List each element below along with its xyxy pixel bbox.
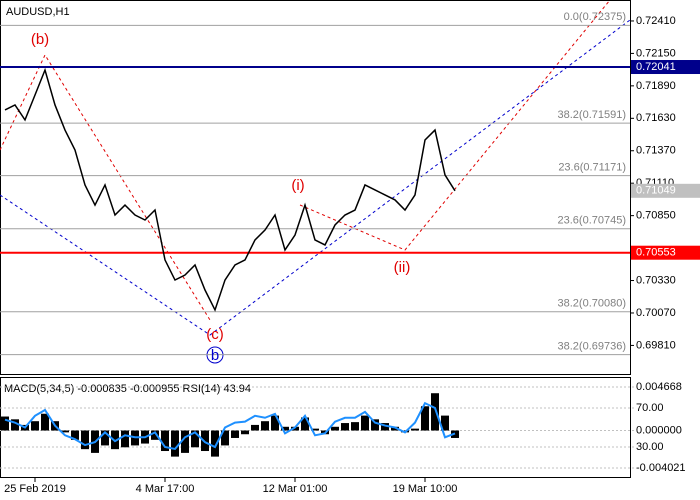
- price-tag-label: 0.70553: [636, 247, 676, 259]
- level-label: 38.2(0.69736): [558, 341, 627, 353]
- macd-bar: [431, 393, 439, 431]
- x-tick-label: 19 Mar 10:00: [393, 483, 458, 495]
- x-tick-label: 4 Mar 17:00: [136, 483, 195, 495]
- macd-bar: [361, 415, 369, 431]
- level-label: 23.6(0.71171): [558, 161, 626, 173]
- wave-label: (ii): [394, 259, 411, 276]
- wave-label: (c): [206, 326, 224, 343]
- macd-bar: [101, 430, 109, 446]
- macd-bar: [241, 430, 249, 435]
- channel-line: [0, 19, 631, 336]
- macd-bar: [71, 430, 79, 440]
- macd-bar: [421, 406, 429, 431]
- price-line-series: [4, 67, 456, 312]
- macd-bar: [371, 419, 379, 431]
- macd-bar: [221, 430, 229, 446]
- indicator-tick-label: 0.004668: [636, 381, 682, 393]
- y-tick-label: 0.70070: [636, 307, 676, 319]
- macd-bar: [161, 430, 169, 452]
- chart-title: AUDUSD,H1: [6, 6, 70, 18]
- wave-lines: [0, 0, 631, 336]
- price-tag: [631, 183, 700, 198]
- price-tag: [631, 245, 700, 260]
- macd-bar: [331, 426, 339, 431]
- macd-bar: [381, 423, 389, 431]
- y-tick-label: 0.72150: [636, 47, 676, 59]
- level-label: 38.2(0.71591): [558, 109, 627, 121]
- macd-bar: [41, 413, 49, 431]
- macd-bar: [341, 423, 349, 431]
- macd-bar: [1, 416, 9, 431]
- indicator-frame: [0, 377, 631, 478]
- indicator-label: MACD(5,34,5) -0.000835 -0.000955 RSI(14)…: [4, 383, 251, 395]
- level-label: 23.6(0.70745): [558, 215, 627, 227]
- macd-bar: [121, 430, 129, 448]
- macd-bar: [311, 428, 319, 431]
- macd-bar: [261, 421, 269, 431]
- y-tick-label: 0.71370: [636, 145, 676, 157]
- macd-bar: [351, 422, 359, 431]
- wave-label: b: [211, 347, 219, 364]
- wave-label: (b): [31, 31, 49, 48]
- macd-bar: [61, 430, 69, 433]
- wave-line: [0, 53, 211, 321]
- y-tick-label: 0.71890: [636, 80, 676, 92]
- macd-bar: [301, 417, 309, 431]
- rsi-tick-label: 70.00: [636, 402, 664, 414]
- macd-bar: [271, 415, 279, 431]
- x-tick-label: 12 Mar 01:00: [263, 483, 328, 495]
- macd-bar: [151, 430, 159, 440]
- y-tick-label: 0.69810: [636, 339, 676, 351]
- macd-bar: [251, 424, 259, 431]
- y-tick-label: 0.70330: [636, 274, 676, 286]
- macd-bar: [411, 428, 419, 431]
- macd-bar: [31, 421, 39, 431]
- rsi-tick-label: 30.00: [636, 441, 664, 453]
- indicator-tick-label: 0.000000: [636, 424, 682, 436]
- macd-bar: [11, 419, 19, 431]
- x-tick-label: 25 Feb 2019: [4, 483, 66, 495]
- indicator-tick-label: -0.004021: [636, 462, 686, 474]
- level-label: 38.2(0.70080): [558, 298, 627, 310]
- y-tick-label: 0.72410: [636, 15, 676, 27]
- price-tag-label: 0.72041: [636, 61, 676, 73]
- macd-bar: [181, 430, 189, 453]
- rsi-line: [4, 401, 456, 451]
- macd-bar: [191, 430, 199, 448]
- macd-bar: [441, 415, 449, 431]
- price-tag-label: 0.71049: [636, 185, 676, 197]
- macd-bar: [211, 430, 219, 457]
- macd-bar: [171, 430, 179, 457]
- price-tag: [631, 60, 700, 75]
- main-frame: [0, 0, 631, 375]
- macd-bar: [391, 426, 399, 431]
- wave-label: (i): [291, 177, 304, 194]
- y-tick-label: 0.70850: [636, 210, 676, 222]
- macd-bar: [231, 430, 239, 438]
- level-label: 0.0(0.72375): [564, 11, 626, 23]
- macd-bar: [281, 426, 289, 431]
- y-tick-label: 0.71630: [636, 112, 676, 124]
- macd-bar: [81, 430, 89, 450]
- wave-line: [299, 0, 611, 251]
